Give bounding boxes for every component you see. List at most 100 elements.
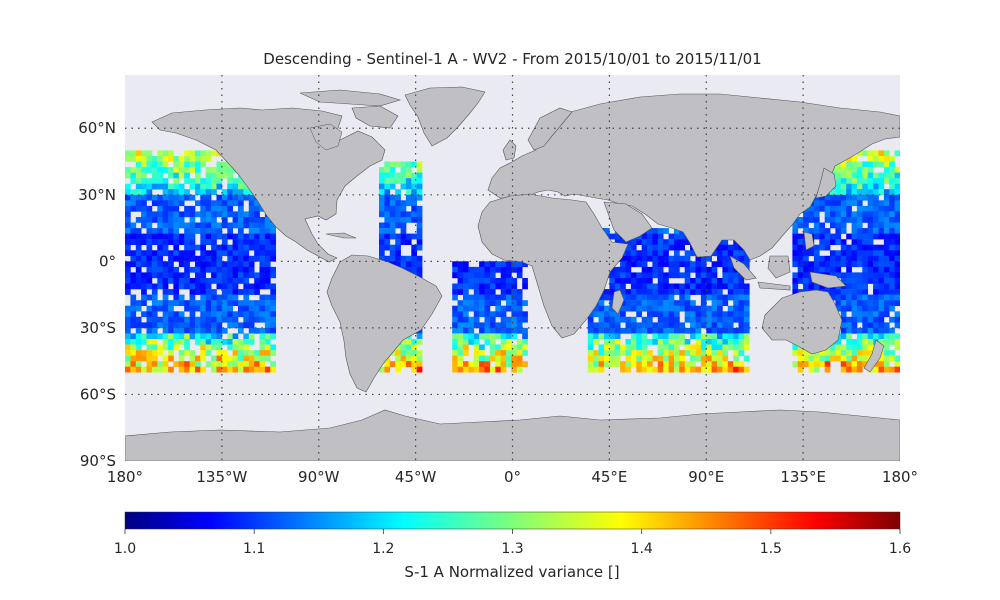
data-cell — [227, 339, 233, 345]
data-cell — [813, 233, 820, 240]
data-cell — [452, 289, 458, 295]
data-cell — [157, 167, 163, 173]
data-cell — [506, 305, 512, 312]
data-cell — [652, 311, 659, 318]
data-cell — [227, 261, 233, 268]
data-cell — [463, 294, 469, 301]
data-cell — [743, 255, 750, 262]
data-cell — [657, 322, 664, 329]
data-cell — [883, 327, 890, 334]
data-cell — [200, 205, 206, 212]
data-cell — [862, 178, 868, 184]
data-cell — [243, 283, 250, 290]
data-cell — [221, 339, 228, 345]
data-cell — [856, 272, 863, 279]
data-cell — [405, 266, 412, 273]
data-cell — [738, 283, 745, 290]
data-cell — [620, 344, 626, 351]
data-cell — [211, 311, 217, 318]
data-cell — [146, 255, 153, 262]
data-cell — [473, 278, 480, 284]
data-cell — [216, 327, 223, 334]
data-cell — [684, 361, 691, 367]
data-cell — [195, 211, 201, 218]
data-cell — [808, 228, 815, 234]
data-cell — [711, 283, 718, 290]
data-cell — [184, 233, 190, 240]
data-cell — [259, 266, 266, 273]
data-cell — [835, 222, 842, 229]
data-cell — [862, 228, 868, 234]
data-cell — [195, 278, 201, 284]
data-cell — [211, 266, 217, 273]
data-cell — [883, 161, 890, 168]
data-cell — [856, 211, 863, 218]
data-cell — [717, 255, 723, 262]
data-cell — [733, 283, 739, 290]
data-cell — [695, 272, 702, 279]
data-cell — [851, 222, 858, 229]
data-cell — [411, 217, 417, 223]
data-cell — [248, 255, 255, 262]
data-cell — [873, 189, 879, 195]
data-cell — [168, 255, 174, 262]
data-cell — [819, 255, 825, 262]
data-cell — [157, 305, 163, 312]
map-title: Descending - Sentinel-1 A - WV2 - From 2… — [263, 50, 762, 68]
data-cell — [873, 294, 879, 301]
data-cell — [259, 327, 266, 334]
data-cell — [141, 205, 147, 212]
data-cell — [452, 266, 458, 273]
data-cell — [878, 355, 885, 362]
data-cell — [125, 366, 131, 373]
data-cell — [819, 350, 825, 356]
data-cell — [221, 172, 228, 179]
data-cell — [706, 289, 712, 295]
data-cell — [641, 322, 648, 329]
data-cell — [851, 311, 858, 318]
data-cell — [727, 305, 734, 312]
data-cell — [211, 366, 217, 373]
data-cell — [792, 250, 799, 257]
data-cell — [416, 172, 423, 179]
data-cell — [135, 327, 142, 334]
data-cell — [657, 344, 664, 351]
data-cell — [157, 255, 163, 262]
data-cell — [189, 183, 196, 190]
data-cell — [840, 172, 847, 179]
data-cell — [195, 289, 201, 295]
data-cell — [878, 322, 885, 329]
data-cell — [178, 194, 185, 201]
data-cell — [178, 161, 185, 168]
data-cell — [657, 316, 664, 323]
data-cell — [889, 255, 895, 262]
data-cell — [889, 333, 895, 340]
data-cell — [894, 239, 900, 245]
data-cell — [248, 205, 255, 212]
data-cell — [457, 311, 464, 318]
data-cell — [663, 339, 669, 345]
data-cell — [862, 311, 868, 318]
data-cell — [614, 316, 621, 323]
data-cell — [840, 189, 847, 195]
data-cell — [835, 300, 842, 306]
data-cell — [647, 239, 653, 245]
data-cell — [894, 344, 900, 351]
data-cell — [205, 339, 212, 345]
data-cell — [184, 161, 190, 168]
data-cell — [738, 250, 745, 257]
data-cell — [216, 300, 223, 306]
data-cell — [889, 211, 895, 218]
data-cell — [178, 255, 185, 262]
data-cell — [824, 228, 831, 234]
data-cell — [873, 156, 879, 162]
data-cell — [227, 172, 233, 179]
data-cell — [238, 233, 244, 240]
data-cell — [189, 322, 196, 329]
data-cell — [803, 361, 809, 367]
data-cell — [889, 189, 895, 195]
colorbar — [124, 511, 901, 530]
data-cell — [479, 266, 485, 273]
data-cell — [819, 233, 825, 240]
data-cell — [862, 305, 868, 312]
